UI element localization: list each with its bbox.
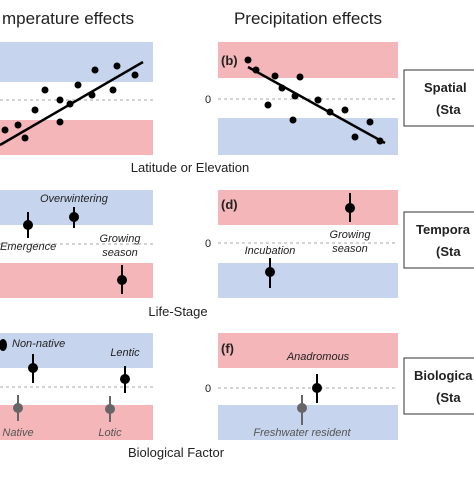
note: season: [102, 247, 137, 259]
note: Growing: [330, 229, 372, 241]
box-sub: (Sta: [436, 102, 461, 117]
note: Non-native: [12, 338, 65, 350]
note: Growing: [100, 233, 142, 245]
note: Lentic: [110, 347, 140, 359]
title-left: mperature effects: [2, 9, 134, 28]
note: Emergence: [0, 241, 56, 253]
box-sub: (Sta: [436, 390, 461, 405]
panel-label: (b): [221, 53, 238, 68]
title-right: Precipitation effects: [234, 9, 382, 28]
boxes: [403, 69, 474, 415]
scatter-a: [0, 60, 144, 147]
zero-label: 0: [205, 238, 211, 250]
axis-label: Biological Factor: [128, 445, 225, 460]
zero-label: 0: [205, 383, 211, 395]
note: Freshwater resident: [253, 427, 351, 439]
points-cdef: [0, 193, 355, 425]
note: Incubation: [245, 245, 296, 257]
note: season: [332, 243, 367, 255]
panel-label: (d): [221, 197, 238, 212]
box-title: Biologica: [414, 368, 473, 383]
scatter-b: [244, 56, 386, 145]
zero-label: 0: [205, 94, 211, 106]
box-title: Tempora: [416, 222, 471, 237]
box-title: Spatial: [424, 80, 467, 95]
note: Lotic: [98, 427, 122, 439]
axis-label: Life-Stage: [148, 304, 207, 319]
note: Native: [2, 427, 33, 439]
panel-label: (f): [221, 341, 234, 356]
box-sub: (Sta: [436, 244, 461, 259]
axis-label: Latitude or Elevation: [131, 160, 250, 175]
note: Overwintering: [40, 193, 109, 205]
note: Anadromous: [286, 351, 350, 363]
